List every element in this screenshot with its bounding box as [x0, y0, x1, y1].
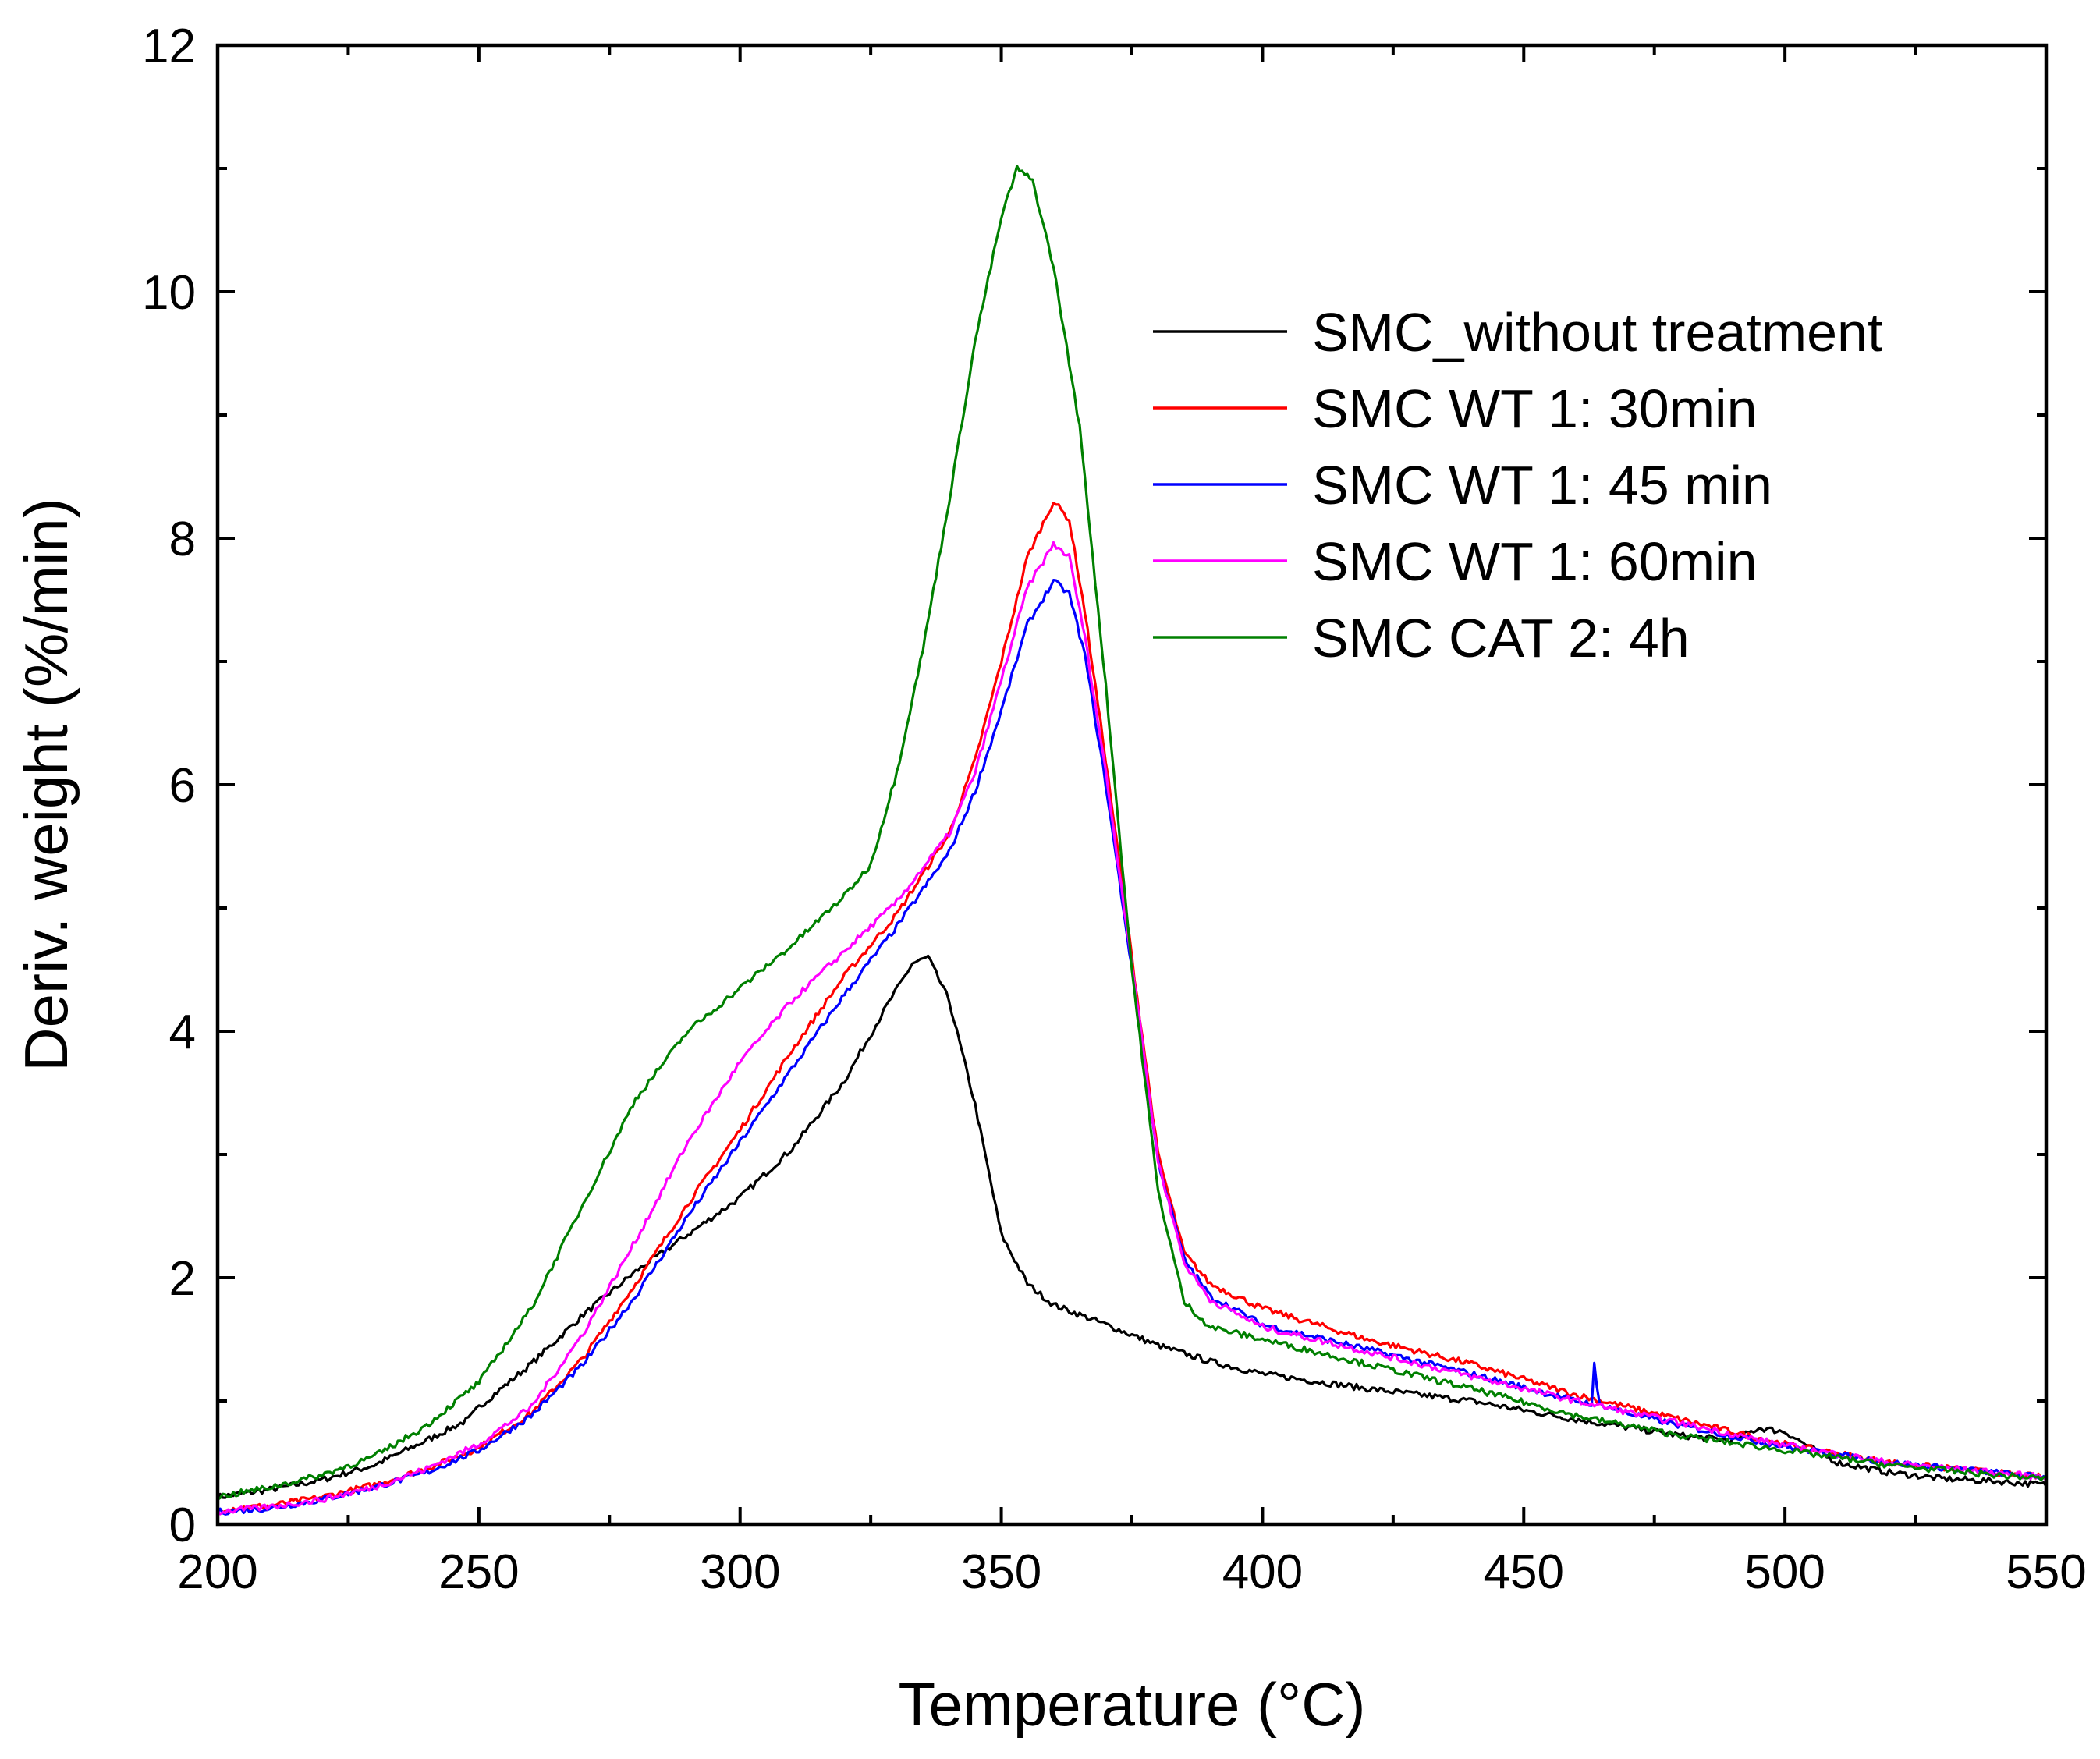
y-tick-label-2: 2 [169, 1252, 196, 1306]
x-tick-label-450: 450 [1484, 1545, 1564, 1599]
y-tick-label-6: 6 [169, 759, 196, 813]
x-tick-label-550: 550 [2006, 1545, 2086, 1599]
plot-frame [215, 43, 2049, 1527]
series-line-smc-cat-2-4h [216, 165, 2048, 1501]
tick-labels: 200 250 300 350 400 450 500 550 0 2 4 6 8 10 12 [142, 20, 2087, 1599]
legend-label-smc-wt-1-45-min: SMC WT 1: 45 min [1312, 455, 1772, 516]
x-tick-label-200: 200 [177, 1545, 257, 1599]
legend-label-smc-cat-2-4h: SMC CAT 2: 4h [1312, 608, 1690, 668]
y-axis-title: Deriv. weight (%/min) [12, 498, 80, 1071]
series-layer [216, 165, 2048, 1516]
x-tick-label-250: 250 [438, 1545, 519, 1599]
x-axis-title: Temperature (°C) [898, 1670, 1365, 1739]
legend-label-smc-wt-1-30min: SMC WT 1: 30min [1312, 378, 1758, 439]
x-tick-label-500: 500 [1744, 1545, 1825, 1599]
y-tick-label-12: 12 [142, 20, 196, 73]
x-tick-label-350: 350 [961, 1545, 1041, 1599]
legend-label-smc-without-treatment: SMC_without treatment [1312, 302, 1882, 363]
x-tick-label-300: 300 [700, 1545, 780, 1599]
y-tick-label-10: 10 [142, 266, 196, 320]
legend: SMC_without treatment SMC WT 1: 30min SMC … [1153, 302, 1882, 668]
legend-label-smc-wt-1-60min: SMC WT 1: 60min [1312, 531, 1758, 592]
x-tick-label-400: 400 [1222, 1545, 1303, 1599]
y-tick-label-8: 8 [169, 512, 196, 566]
series-line-smc-without-treatment [216, 954, 2048, 1502]
y-tick-label-0: 0 [169, 1498, 196, 1552]
y-tick-label-4: 4 [169, 1005, 196, 1059]
